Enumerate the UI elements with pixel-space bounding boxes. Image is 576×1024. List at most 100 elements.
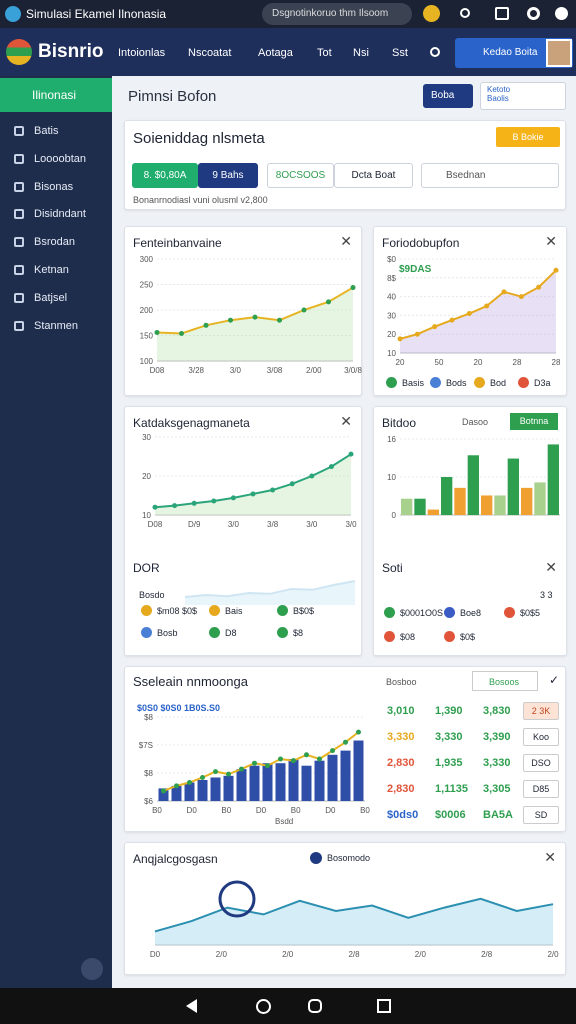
sidebar-icon	[14, 320, 24, 331]
point	[328, 464, 334, 470]
sidebar-item[interactable]: Disidndant	[14, 204, 86, 224]
point	[432, 324, 438, 330]
app-button[interactable]	[308, 999, 322, 1013]
check-icon[interactable]: ✓	[549, 673, 560, 687]
point	[172, 503, 178, 509]
line	[184, 580, 356, 598]
x-tick-label: 2/0	[282, 950, 294, 959]
tab[interactable]: Dcta Boat	[334, 163, 413, 188]
back-button[interactable]	[186, 999, 197, 1013]
table-badge[interactable]: D85	[523, 780, 559, 798]
nav-link[interactable]: Intoionlas	[118, 47, 166, 59]
table-badge[interactable]: 2 3K	[523, 702, 559, 720]
home-button[interactable]	[256, 999, 271, 1014]
table-badge[interactable]: SD	[523, 806, 559, 824]
close-icon[interactable]: ✕	[544, 849, 556, 865]
growth-card: Fenteinbanvaine ✕ 300 250 200 150 100 D08 3/28 3…	[124, 226, 362, 396]
legend-item: Bod	[474, 377, 506, 388]
chart-label: $0S0 $0S0 1B0S.S0	[137, 703, 221, 713]
legend-swatch	[141, 627, 152, 638]
x-tick-label: 2/0	[415, 950, 427, 959]
settings-icon[interactable]	[527, 7, 540, 20]
avatar[interactable]	[546, 39, 572, 67]
bar	[521, 487, 533, 515]
legend-swatch	[444, 607, 455, 618]
point	[179, 330, 184, 336]
sidebar-item[interactable]: Batjsel	[14, 288, 67, 308]
tab[interactable]: 9 Bahs	[198, 163, 258, 188]
recents-button[interactable]	[377, 999, 391, 1013]
close-icon[interactable]: ✕	[545, 233, 557, 249]
sidebar-label: Bsrodan	[34, 236, 75, 249]
profile-icon[interactable]	[555, 7, 568, 20]
nav-search-icon[interactable]	[430, 47, 440, 57]
window-icon[interactable]	[495, 7, 509, 20]
area	[400, 270, 556, 353]
search-input[interactable]: Bsednan	[421, 163, 559, 188]
bar	[494, 495, 506, 515]
x-tick-label: 28	[552, 358, 561, 367]
sidebar-label: Bisonas	[34, 180, 74, 193]
point	[350, 285, 356, 291]
close-icon[interactable]: ✕	[340, 413, 352, 429]
bars-button[interactable]: Botnna	[510, 413, 558, 430]
header-filter[interactable]: Ketoto Baolis	[480, 82, 566, 110]
legend-item: Bais	[209, 605, 243, 616]
table-cell: 1,1135	[435, 783, 469, 795]
y-tick-label: $8	[144, 713, 153, 722]
sales-filter[interactable]: Bosboo	[386, 677, 417, 687]
search-icon[interactable]	[460, 8, 470, 18]
table-badge[interactable]: DSO	[523, 754, 559, 772]
sidebar-item[interactable]: Ketnan	[14, 260, 69, 280]
summary-action[interactable]: B Bokie	[496, 127, 560, 147]
legend-item: $0$5	[504, 607, 540, 618]
legend-swatch	[141, 605, 152, 616]
section-title: DOR	[133, 561, 160, 575]
sidebar-item[interactable]: Loooobtan	[14, 149, 86, 169]
table-cell: 3,010	[387, 705, 415, 717]
header-button[interactable]: Boba	[423, 84, 473, 108]
line	[154, 897, 554, 933]
sales-card: Sseleain nnmoonga Bosboo Bosoos ✓ $0S0 $…	[124, 666, 566, 832]
search-pill[interactable]: Dsgnotinkoruo thm Ilsoom	[262, 3, 412, 25]
bar	[467, 455, 479, 515]
x-tick-label: D/9	[188, 520, 201, 529]
sales-tab[interactable]: Bosoos	[472, 671, 538, 691]
bar	[288, 759, 299, 801]
tab[interactable]: 8. $0,80A	[132, 163, 198, 188]
close-icon[interactable]: ✕	[340, 233, 352, 249]
x-tick-label: 20	[474, 358, 483, 367]
sidebar-icon	[14, 126, 24, 136]
sidebar-item[interactable]: Batis	[14, 121, 58, 141]
nav-link[interactable]: Nsi	[353, 47, 369, 59]
legend-label: $08	[400, 631, 416, 642]
close-icon[interactable]: ✕	[545, 559, 557, 575]
nav-link[interactable]: Nscoatat	[188, 47, 232, 59]
sidebar-item[interactable]: Bsrodan	[14, 232, 75, 252]
point	[518, 294, 524, 300]
sidebar-item[interactable]: Bisonas	[14, 177, 73, 197]
x-tick-label: 20	[396, 358, 405, 367]
legend-swatch	[277, 605, 288, 616]
trend-card: Katdaksgenagmaneta ✕ 30 20 10 D08 D/9 3/0 3/8 3/…	[124, 406, 362, 656]
help-button[interactable]	[81, 958, 103, 980]
point	[277, 317, 282, 323]
point	[348, 451, 354, 457]
section-title: Soti	[382, 561, 403, 575]
bars-label: Dasoo	[462, 417, 489, 427]
tab[interactable]: 8OCSOOS	[267, 163, 334, 188]
x-tick-label: 3/0	[345, 520, 357, 529]
legend-item: Basis	[386, 377, 424, 388]
notification-icon[interactable]	[423, 5, 440, 22]
sidebar-item[interactable]: Stanmen	[14, 316, 78, 336]
page-title: Pimnsi Bofon	[128, 88, 217, 105]
sidebar-active[interactable]: Ilinonasi	[0, 78, 112, 112]
x-tick-label: D0	[187, 806, 198, 815]
bar	[262, 763, 273, 801]
period-card: Foriodobupfon ✕ $9DAS $0 8$ 40 30 20 10 20 50 20 2…	[373, 226, 567, 396]
nav-link[interactable]: Sst	[392, 47, 408, 59]
nav-link[interactable]: Aotaga	[258, 47, 293, 59]
nav-link[interactable]: Tot	[317, 47, 332, 59]
table-badge[interactable]: Koo	[523, 728, 559, 746]
logo[interactable]: Bisnrio	[38, 41, 104, 62]
